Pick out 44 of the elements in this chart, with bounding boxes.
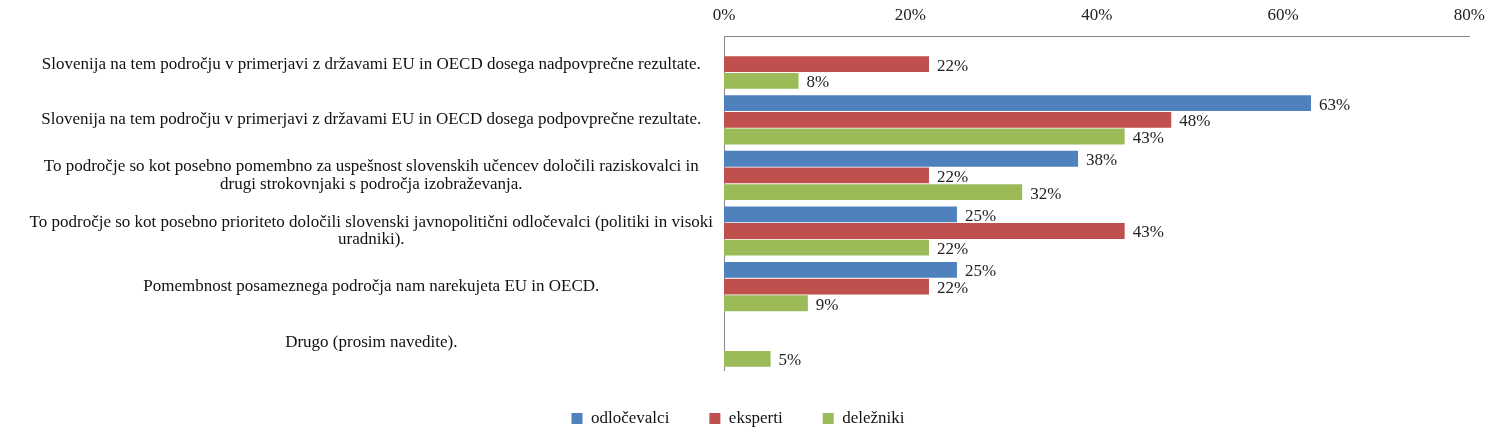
data-label: 22% (936, 278, 969, 298)
bar (724, 56, 929, 73)
data-label: 25% (964, 205, 997, 225)
bar (724, 278, 929, 295)
bar (724, 150, 1079, 167)
data-label: 43% (1132, 222, 1164, 242)
data-label: 22% (936, 55, 969, 75)
data-label: 8% (806, 72, 830, 92)
data-label: 22% (936, 166, 969, 186)
data-label: 5% (778, 350, 802, 370)
x-tick-label: 20% (894, 4, 926, 24)
data-label: 22% (936, 239, 969, 259)
bar (724, 95, 1312, 112)
bar (724, 206, 957, 223)
x-tick-label: 40% (1081, 4, 1113, 24)
y-tick-label: Drugo (prosim navedite). (285, 331, 458, 351)
legend-label: odločevalci (591, 407, 670, 427)
bar (724, 350, 771, 367)
bar (724, 184, 1023, 200)
y-tick-label: Slovenija na tem področju v primerjavi z državami EU in OECD dosega podpovprečne rezultate. (41, 109, 702, 129)
bar (724, 223, 1125, 239)
legend-label: deležniki (842, 407, 905, 427)
x-tick-label: 60% (1267, 4, 1299, 24)
x-tick-label: 0% (712, 4, 736, 24)
legend-label: eksperti (728, 407, 783, 427)
data-label: 25% (964, 261, 997, 281)
bar (724, 167, 929, 184)
bar (724, 72, 799, 89)
data-label: 63% (1319, 94, 1351, 114)
y-tick-label: Slovenija na tem področju v primerjavi z državami EU in OECD dosega nadpovprečne rezultate. (41, 53, 701, 73)
bar (724, 111, 1172, 128)
data-label: 48% (1179, 111, 1211, 131)
bar (724, 128, 1125, 145)
data-label: 9% (815, 294, 839, 314)
y-tick-label: To področje so kot posebno prioriteto določili slovenski javnopolitični odločevalci (politiki in visoki uradniki). (29, 211, 714, 249)
y-tick-label: Pomembnost posameznega področja nam narekujeta EU in OECD. (143, 276, 600, 296)
data-label: 43% (1132, 127, 1164, 147)
data-label: 32% (1030, 183, 1062, 203)
x-tick-label: 80% (1453, 4, 1486, 24)
y-tick-label: To področje so kot posebno pomembno za uspešnost slovenskih učencev določili raziskovalci in drugi strokovnjaki s področja izobraževanja. (43, 155, 700, 193)
bar (724, 262, 957, 278)
data-label: 38% (1086, 150, 1118, 170)
bar (724, 295, 808, 312)
bar (724, 239, 929, 256)
